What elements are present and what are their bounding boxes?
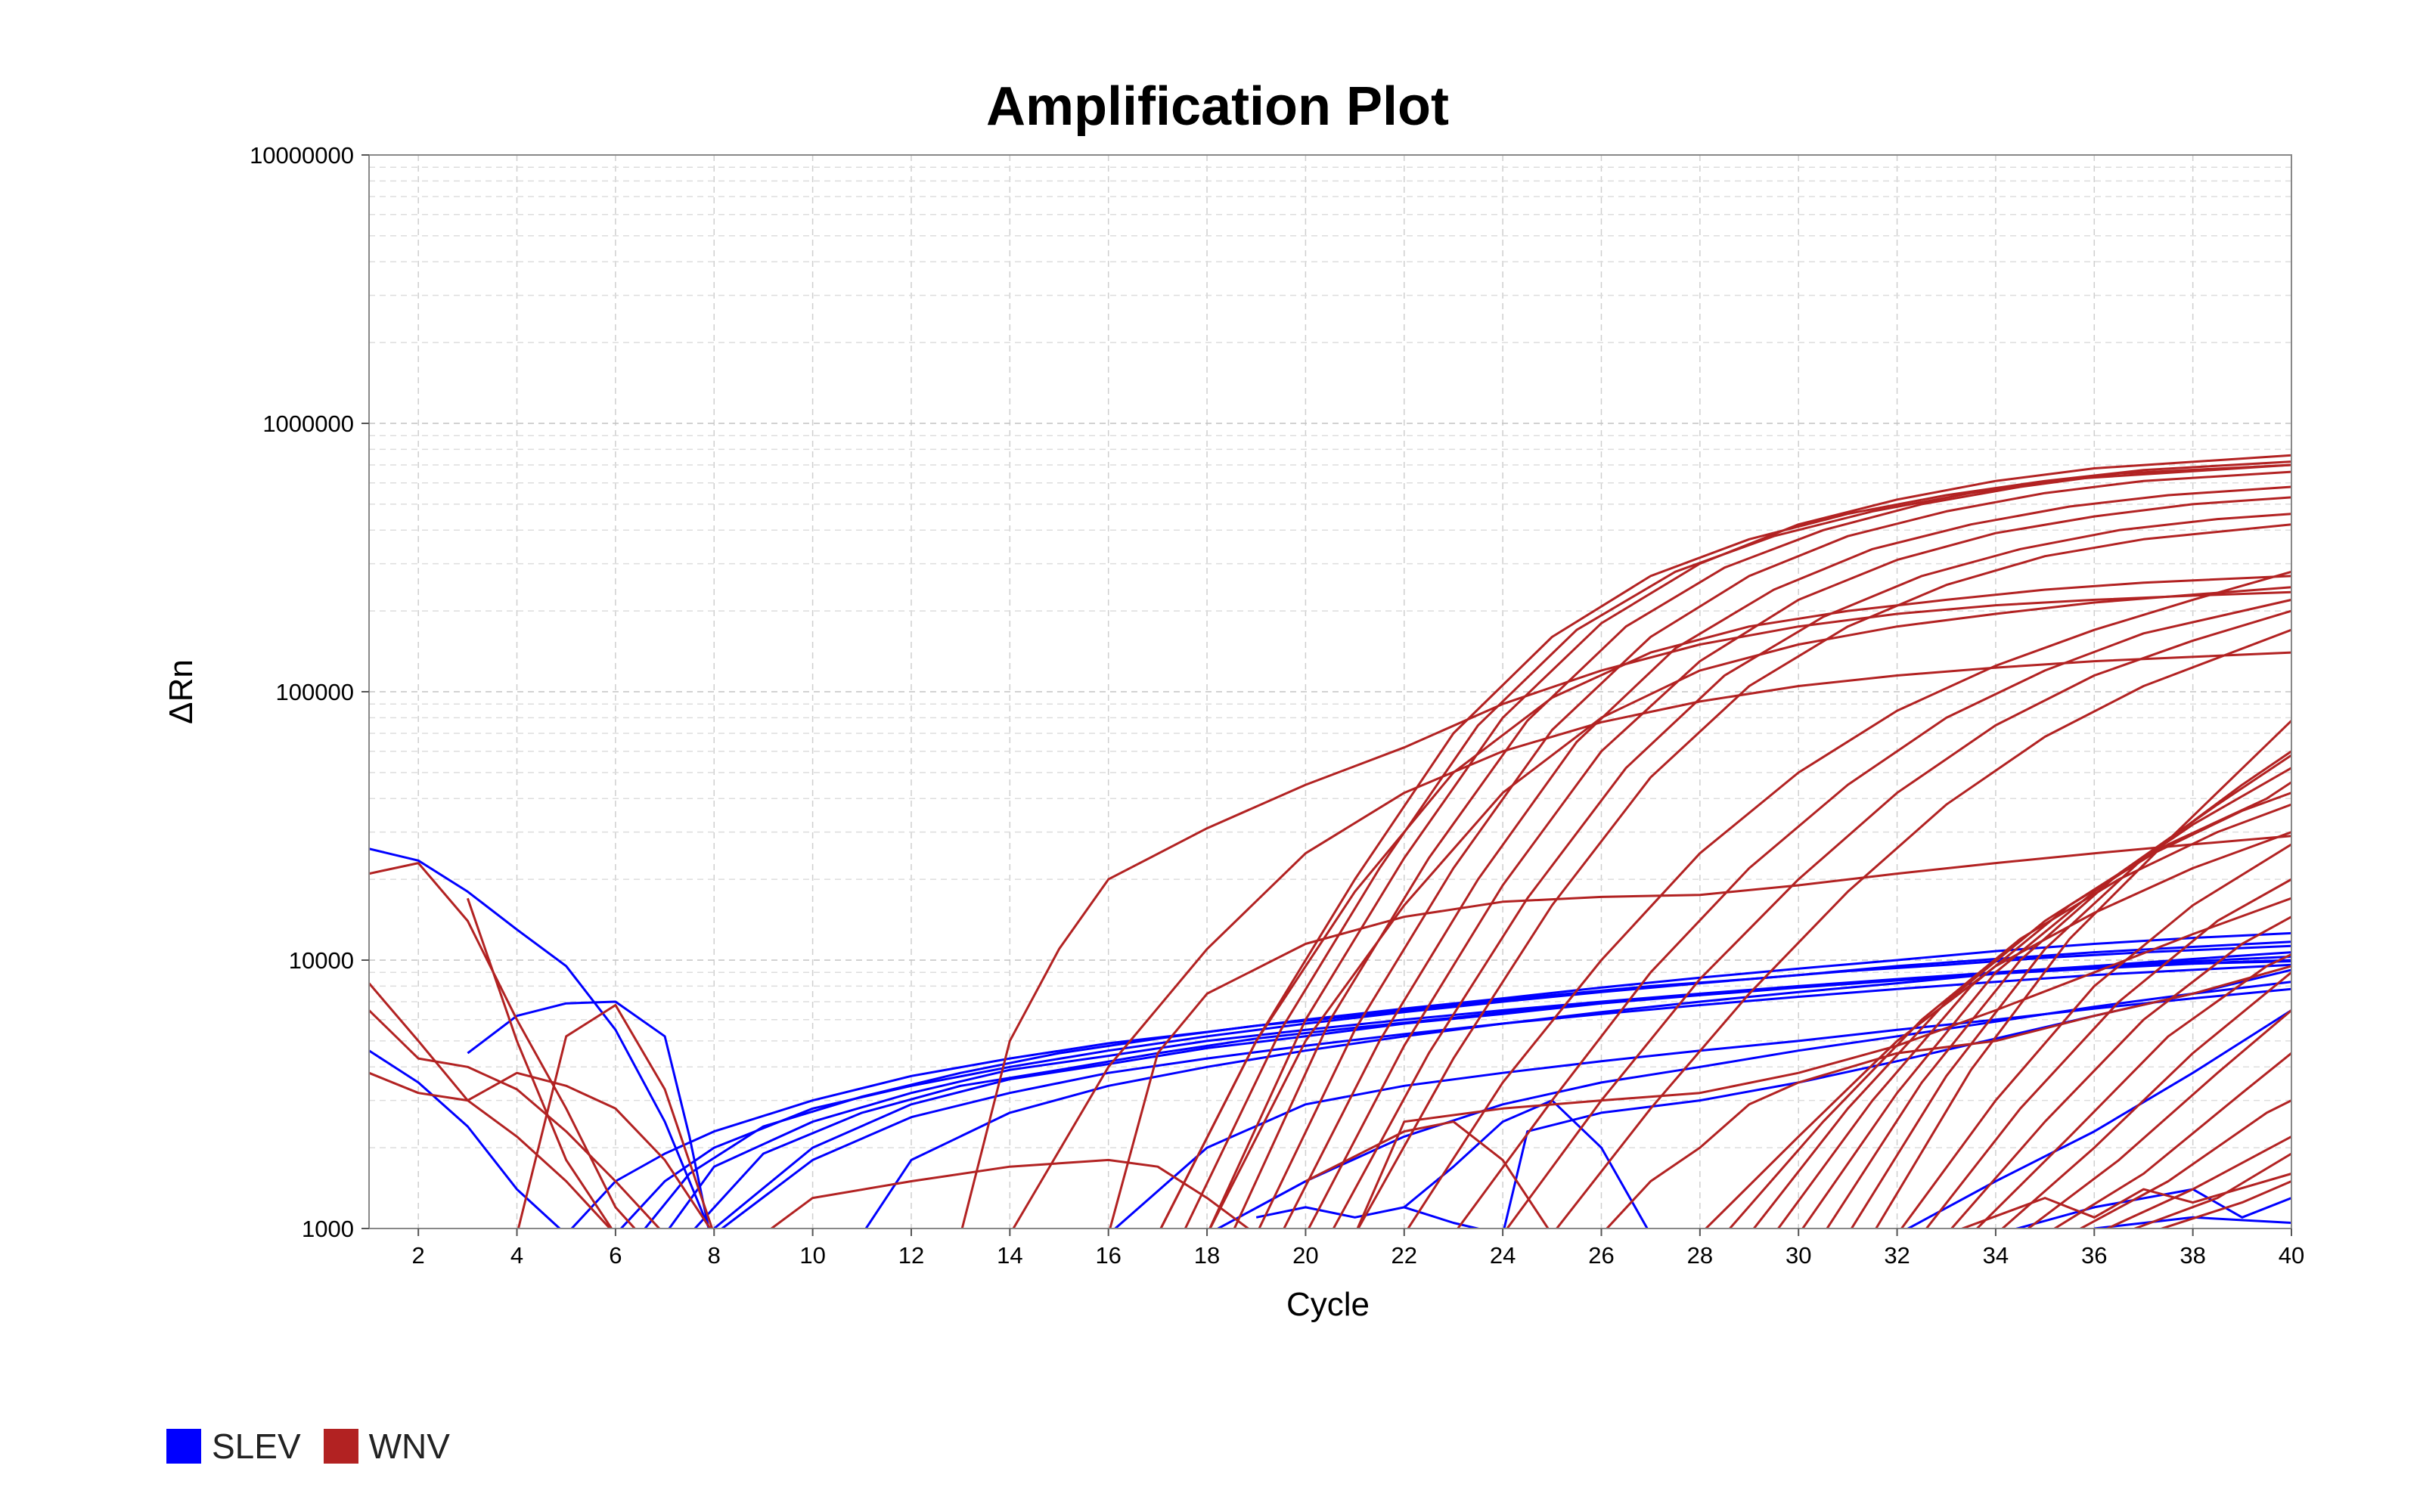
slev-curve-13 (1215, 981, 2291, 1228)
y-axis-label: ΔRn (163, 659, 200, 724)
x-tick-label: 8 (708, 1242, 721, 1269)
legend-label-wnv: WNV (368, 1427, 450, 1466)
wnv-curve-16 (1332, 513, 2291, 1228)
x-tick-label: 6 (609, 1242, 622, 1269)
wnv-curve-29 (1728, 803, 2291, 1228)
wnv-curve-38 (1950, 916, 2291, 1228)
slev-curve-3 (467, 1000, 710, 1228)
wnv-curve-39 (1975, 953, 2291, 1228)
series-wnv (369, 454, 2291, 1228)
slev-curve-1 (369, 847, 711, 1228)
wnv-curve-43 (2078, 1099, 2291, 1228)
x-tick-label: 16 (1095, 1242, 1121, 1269)
wnv-curve-10 (1184, 463, 2291, 1228)
x-tick-label: 2 (412, 1242, 425, 1269)
x-tick-label: 30 (1786, 1242, 1811, 1269)
legend-swatch-wnv (323, 1429, 358, 1464)
wnv-curve-7 (960, 590, 2291, 1228)
wnv-curve-8 (1012, 651, 2291, 1228)
wnv-curve-15 (1307, 496, 2291, 1228)
slev-curve-2 (369, 1049, 562, 1228)
wnv-curve-22 (1506, 609, 2291, 1228)
x-axis-label: Cycle (1286, 1286, 1370, 1323)
wnv-curve-33 (1826, 754, 2291, 1228)
wnv-curve-46 (2158, 1180, 2291, 1228)
slev-curve-6 (643, 944, 2291, 1228)
wnv-curve-44 (2104, 1136, 2291, 1228)
legend-swatch-slev (166, 1429, 201, 1464)
wnv-curve-17 (1357, 523, 2291, 1228)
wnv-curve-13 (1258, 470, 2291, 1228)
chart-title: Amplification Plot (986, 76, 1449, 137)
x-tick-label: 36 (2081, 1242, 2107, 1269)
legend-item-slev[interactable]: SLEV (166, 1426, 301, 1467)
x-tick-label: 32 (1884, 1242, 1910, 1269)
wnv-curve-24 (1109, 835, 2291, 1228)
wnv-curve-19 (1208, 586, 2291, 1228)
slev-curve-17 (1906, 1009, 2291, 1228)
wnv-curve-5 (466, 897, 613, 1228)
x-tick-label: 10 (799, 1242, 825, 1269)
x-tick-label: 12 (898, 1242, 924, 1269)
wnv-curve-11 (1208, 454, 2291, 1228)
wnv-curve-26 (1305, 1120, 1550, 1228)
wnv-curve-6 (517, 1004, 714, 1228)
wnv-curve-18 (1159, 575, 2291, 1228)
legend-label-slev: SLEV (212, 1427, 301, 1466)
slev-curve-7 (667, 955, 2291, 1228)
wnv-curve-27 (769, 1158, 1251, 1228)
wnv-curve-40 (2000, 971, 2291, 1228)
y-tick-label: 1000000 (262, 411, 354, 437)
series-slev (369, 847, 2291, 1228)
x-tick-label: 38 (2180, 1242, 2205, 1269)
x-tick-label: 20 (1292, 1242, 1318, 1269)
wnv-curve-42 (2052, 1052, 2291, 1228)
wnv-curve-41 (2026, 1009, 2291, 1228)
x-tick-label: 40 (2279, 1242, 2304, 1269)
wnv-curve-34 (1850, 750, 2291, 1228)
wnv-curve-32 (1801, 767, 2291, 1228)
y-tick-label: 10000 (289, 947, 354, 974)
wnv-curve-14 (1283, 485, 2291, 1228)
legend-item-wnv[interactable]: WNV (323, 1426, 450, 1467)
x-tick-label: 26 (1588, 1242, 1614, 1269)
wnv-curve-47 (1605, 965, 2291, 1228)
plot-area (369, 454, 2291, 1228)
wnv-curve-31 (1776, 781, 2291, 1228)
y-tick-label: 100000 (276, 679, 354, 705)
x-tick-label: 24 (1490, 1242, 1516, 1269)
legend: SLEV WNV (166, 1426, 473, 1467)
wnv-curve-9 (1159, 460, 2291, 1228)
x-tick-label: 4 (510, 1242, 523, 1269)
x-tick-label: 18 (1194, 1242, 1220, 1269)
wnv-curve-37 (1925, 878, 2291, 1228)
x-tick-label: 28 (1687, 1242, 1713, 1269)
wnv-curve-12 (1233, 463, 2291, 1228)
wnv-curve-23 (1555, 628, 2291, 1228)
x-tick-label: 22 (1392, 1242, 1417, 1269)
wnv-curve-2 (369, 982, 612, 1228)
slev-curve-15 (1403, 1099, 1649, 1228)
wnv-curve-1 (369, 862, 637, 1228)
wnv-curve-4 (369, 1071, 712, 1228)
wnv-curve-48 (1959, 1173, 2291, 1228)
y-tick-label: 10000000 (250, 142, 354, 169)
wnv-curve-21 (1456, 598, 2291, 1228)
x-tick-label: 14 (997, 1242, 1022, 1269)
wnv-curve-35 (1874, 720, 2291, 1228)
wnv-curve-3 (369, 1009, 661, 1228)
y-tick-label: 1000 (302, 1216, 354, 1242)
wnv-curve-20 (1407, 570, 2291, 1228)
x-tick-label: 34 (1983, 1242, 2009, 1269)
wnv-curve-36 (1900, 843, 2291, 1228)
axes: 2 4 6 8 10 12 14 16 18 20 22 24 26 28 30 32 34 36 38 401000… (250, 142, 2304, 1269)
slev-curve-4 (569, 931, 2291, 1228)
wnv-curve-45 (2131, 1152, 2291, 1228)
